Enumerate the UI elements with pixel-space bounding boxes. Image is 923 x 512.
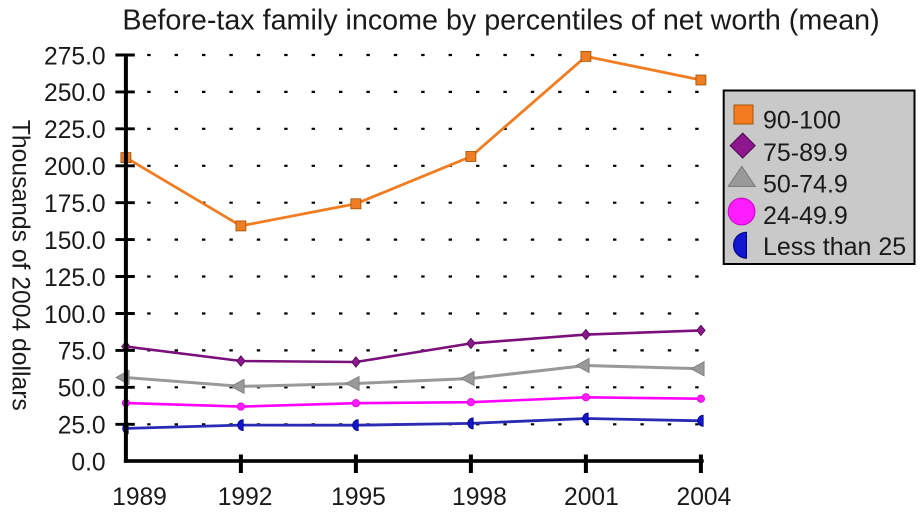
svg-text:75-89.9: 75-89.9 (763, 139, 848, 167)
svg-text:Thousands of 2004 dollars: Thousands of 2004 dollars (7, 120, 34, 411)
svg-text:1989: 1989 (112, 484, 167, 511)
svg-text:275.0: 275.0 (44, 43, 106, 70)
svg-text:24-49.9: 24-49.9 (763, 202, 848, 230)
svg-text:1995: 1995 (331, 484, 386, 511)
svg-text:1998: 1998 (452, 484, 507, 511)
svg-text:250.0: 250.0 (44, 80, 106, 107)
svg-text:50.0: 50.0 (58, 376, 106, 403)
svg-text:50-74.9: 50-74.9 (763, 170, 848, 198)
svg-text:25.0: 25.0 (58, 413, 106, 440)
svg-text:175.0: 175.0 (44, 191, 106, 218)
svg-text:100.0: 100.0 (44, 302, 106, 329)
svg-text:90-100: 90-100 (763, 106, 841, 134)
svg-text:1992: 1992 (218, 484, 273, 511)
svg-text:2004: 2004 (677, 484, 732, 511)
svg-text:200.0: 200.0 (44, 154, 106, 181)
svg-text:2001: 2001 (564, 484, 619, 511)
svg-text:0.0: 0.0 (71, 450, 105, 477)
svg-text:Before-tax family income by pe: Before-tax family income by percentiles … (122, 5, 879, 37)
svg-text:225.0: 225.0 (44, 117, 106, 144)
svg-text:150.0: 150.0 (44, 228, 106, 255)
svg-text:Less than 25: Less than 25 (763, 233, 906, 261)
svg-text:75.0: 75.0 (58, 339, 106, 366)
svg-text:125.0: 125.0 (44, 265, 106, 292)
